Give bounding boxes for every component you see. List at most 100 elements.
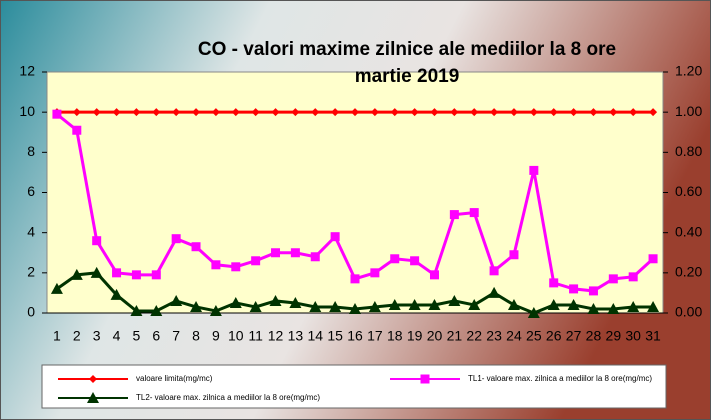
point: [489, 266, 499, 276]
point: [132, 108, 141, 117]
y-tick-label: 8: [27, 143, 35, 159]
point: [171, 234, 181, 244]
x-tick-label: 21: [447, 328, 463, 344]
point: [608, 274, 618, 284]
y2-tick-label: 1.00: [675, 103, 702, 119]
point: [231, 108, 240, 117]
legend-marker: [87, 392, 99, 403]
point: [251, 108, 260, 117]
point: [629, 108, 638, 117]
x-tick-label: 26: [546, 328, 562, 344]
point: [649, 108, 658, 117]
point: [211, 260, 221, 270]
x-tick-label: 6: [152, 328, 160, 344]
y-tick-label: 6: [27, 183, 35, 199]
point: [430, 108, 439, 117]
point: [329, 300, 342, 312]
point: [587, 302, 600, 314]
point: [450, 108, 459, 117]
point: [410, 256, 420, 266]
point: [249, 300, 262, 312]
point: [509, 108, 518, 117]
x-tick-label: 27: [566, 328, 582, 344]
point: [92, 108, 101, 117]
point: [488, 286, 501, 298]
point: [607, 302, 620, 314]
point: [331, 108, 340, 117]
point: [370, 108, 379, 117]
point: [52, 109, 62, 119]
point: [70, 268, 83, 280]
legend-label: valoare limita(mg/mc): [136, 374, 213, 383]
point: [648, 254, 658, 264]
chart-title: CO - valori maxime zilnice ale mediilor …: [198, 39, 616, 60]
point: [72, 125, 82, 135]
point: [50, 282, 63, 294]
point: [529, 108, 538, 117]
point: [468, 298, 481, 310]
x-tick-label: 5: [133, 328, 141, 344]
y2-tick-label: 0.00: [675, 304, 702, 320]
x-tick-label: 18: [387, 328, 403, 344]
point: [490, 108, 499, 117]
point: [589, 108, 598, 117]
x-tick-label: 23: [486, 328, 502, 344]
y-tick-label: 12: [19, 63, 35, 79]
point: [191, 242, 201, 252]
x-tick-label: 3: [93, 328, 101, 344]
legend: [41, 364, 667, 409]
point: [588, 286, 598, 296]
point: [112, 108, 121, 117]
point: [112, 268, 122, 278]
x-tick-label: 1: [53, 328, 61, 344]
x-tick-label: 22: [466, 328, 482, 344]
point: [627, 300, 640, 312]
point: [349, 302, 361, 314]
y2-tick-label: 1.20: [675, 63, 702, 79]
point: [151, 270, 161, 280]
x-tick-label: 13: [288, 328, 304, 344]
point: [547, 298, 560, 310]
point: [269, 294, 282, 306]
point: [569, 284, 579, 294]
point: [470, 108, 479, 117]
point: [368, 300, 381, 312]
point: [291, 108, 300, 117]
y-tick-label: 0: [27, 304, 35, 320]
point: [628, 272, 638, 282]
legend-marker: [89, 375, 97, 383]
x-tick-label: 28: [586, 328, 602, 344]
point: [72, 108, 81, 117]
point: [289, 296, 302, 308]
y2-tick-label: 0.80: [675, 143, 702, 159]
point: [410, 108, 419, 117]
point: [192, 108, 201, 117]
point: [469, 208, 479, 218]
x-tick-label: 29: [606, 328, 622, 344]
point: [251, 256, 261, 266]
x-tick-label: 25: [526, 328, 542, 344]
x-tick-label: 7: [172, 328, 180, 344]
point: [271, 108, 280, 117]
point: [131, 270, 141, 280]
x-tick-label: 31: [645, 328, 661, 344]
y-tick-label: 10: [19, 103, 35, 119]
x-tick-label: 16: [347, 328, 363, 344]
legend-marker: [420, 374, 430, 384]
point: [309, 300, 322, 312]
point: [231, 262, 241, 272]
y-tick-label: 4: [27, 223, 35, 239]
point: [549, 278, 559, 288]
point: [390, 254, 400, 264]
point: [529, 165, 539, 175]
point: [370, 268, 380, 278]
point: [290, 248, 300, 258]
point: [351, 108, 359, 117]
point: [647, 300, 660, 312]
x-tick-label: 12: [268, 328, 284, 344]
x-tick-label: 15: [327, 328, 343, 344]
point: [152, 108, 161, 117]
x-tick-label: 8: [192, 328, 200, 344]
point: [90, 266, 103, 278]
x-tick-label: 14: [307, 328, 323, 344]
